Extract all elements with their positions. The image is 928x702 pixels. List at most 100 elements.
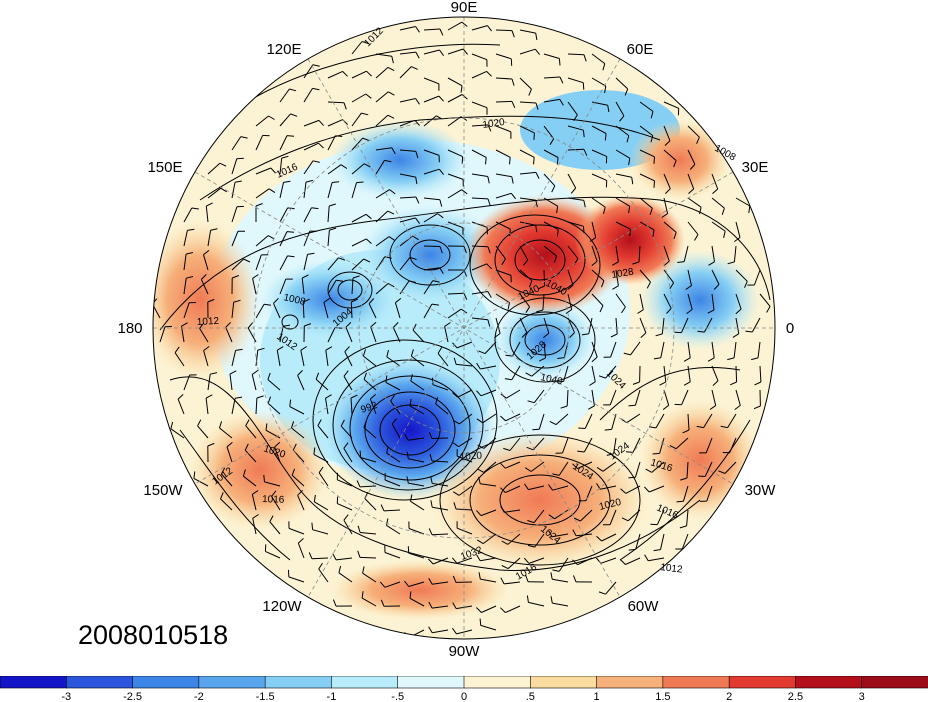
wind-barb-flag xyxy=(453,502,457,510)
wind-barb-flag xyxy=(186,276,194,279)
wind-barb xyxy=(639,317,647,334)
wind-barb xyxy=(591,125,607,134)
wind-barb-flag xyxy=(247,322,254,329)
wind-barb-flag xyxy=(308,552,313,560)
wind-barb-flag xyxy=(329,203,336,207)
wind-barb xyxy=(567,245,579,259)
wind-barb xyxy=(399,51,416,55)
wind-barb-flag xyxy=(549,138,555,145)
wind-barb xyxy=(519,29,536,34)
wind-barb-flag xyxy=(485,157,487,165)
wind-barb xyxy=(375,256,386,271)
wind-barb xyxy=(410,500,425,511)
wind-barb-flag xyxy=(391,56,394,64)
wind-barb xyxy=(533,389,545,404)
wind-barb-flag xyxy=(234,180,242,183)
wind-barb-flag xyxy=(301,274,309,279)
wind-barb xyxy=(552,533,569,538)
wind-barb xyxy=(279,255,288,271)
wind-barb xyxy=(495,269,512,276)
wind-barb-flag xyxy=(229,370,237,375)
colorbar-boxes xyxy=(0,676,928,689)
colorbar-box xyxy=(529,676,598,689)
wind-barb-flag xyxy=(572,559,578,566)
wind-barb xyxy=(480,483,497,487)
isobar-label: 1020 xyxy=(598,497,623,513)
wind-barb-flag xyxy=(201,274,207,280)
wind-barb-flag xyxy=(535,225,538,233)
wind-barb-flag xyxy=(174,346,180,353)
wind-barb xyxy=(663,101,679,109)
wind-barb-flag xyxy=(487,124,492,132)
wind-barb-flag xyxy=(689,164,696,170)
wind-barb xyxy=(375,210,389,223)
wind-barb-flag xyxy=(577,450,585,453)
wind-barb xyxy=(639,269,651,283)
wind-barb-flag xyxy=(500,607,506,613)
wind-barb xyxy=(399,66,412,79)
wind-barb xyxy=(615,221,631,230)
wind-barb xyxy=(229,374,233,391)
wind-barb-flag xyxy=(428,558,434,565)
wind-barb xyxy=(226,446,233,463)
wind-barb-flag xyxy=(287,255,295,258)
wind-barb xyxy=(456,629,473,635)
wind-barb xyxy=(364,498,377,511)
wind-barb xyxy=(600,557,617,564)
wind-barb-flag xyxy=(604,133,607,141)
wind-barb xyxy=(399,26,416,31)
wind-barb xyxy=(615,317,618,335)
wind-barb-flag xyxy=(632,261,640,265)
wind-barb xyxy=(495,245,506,260)
wind-barb xyxy=(615,245,619,262)
wind-barb-flag xyxy=(452,602,457,609)
wind-barb-flag xyxy=(252,514,259,519)
isobar-label: 1008 xyxy=(282,292,307,308)
wind-barb-flag xyxy=(669,445,677,450)
wind-barb xyxy=(531,365,545,377)
wind-barb-flag xyxy=(210,228,218,231)
wind-barb-flag xyxy=(312,64,320,67)
longitude-label: 60W xyxy=(628,598,660,615)
isobar-label: 1040 xyxy=(539,372,563,387)
wind-barb-flag xyxy=(274,441,281,448)
wind-barb xyxy=(386,452,401,463)
wind-barb xyxy=(729,437,737,453)
wind-barb xyxy=(711,269,720,285)
wind-barb-flag xyxy=(268,115,275,120)
wind-barb xyxy=(759,293,771,307)
isobar-label: 992 xyxy=(359,400,379,416)
wind-barb-flag xyxy=(437,213,444,219)
wind-barb-flag xyxy=(604,428,612,431)
wind-barb xyxy=(327,119,343,127)
wind-barb xyxy=(362,572,377,583)
wind-barb xyxy=(605,365,617,379)
wind-barb-flag xyxy=(343,514,349,521)
wind-barb-flag xyxy=(270,167,276,174)
wind-barb-flag xyxy=(589,381,596,386)
wind-barb xyxy=(303,207,312,223)
wind-barb xyxy=(639,197,653,209)
wind-barb-flag xyxy=(386,518,389,526)
wind-barb-flag xyxy=(343,370,349,377)
wind-barb-flag xyxy=(291,421,295,429)
wind-barb-flag xyxy=(332,599,337,607)
wind-barb xyxy=(615,77,629,90)
wind-barb-flag xyxy=(479,618,482,626)
wind-barb-flag xyxy=(289,399,292,407)
wind-barb xyxy=(183,230,188,247)
wind-barb-flag xyxy=(557,357,565,359)
wind-barb-flag xyxy=(357,550,361,558)
wind-barb xyxy=(663,365,667,382)
wind-barb xyxy=(495,317,501,334)
colorbar-box xyxy=(331,676,399,689)
wind-barb-flag xyxy=(206,202,213,207)
wind-barb-flag xyxy=(507,302,510,310)
wind-barb-flag xyxy=(661,213,668,218)
wind-barb xyxy=(203,254,209,271)
wind-barb-flag xyxy=(370,321,377,328)
wind-barb xyxy=(751,317,761,333)
wind-barb-flag xyxy=(476,362,481,370)
wind-barb-flag xyxy=(350,394,358,399)
wind-barb-flag xyxy=(391,418,397,425)
